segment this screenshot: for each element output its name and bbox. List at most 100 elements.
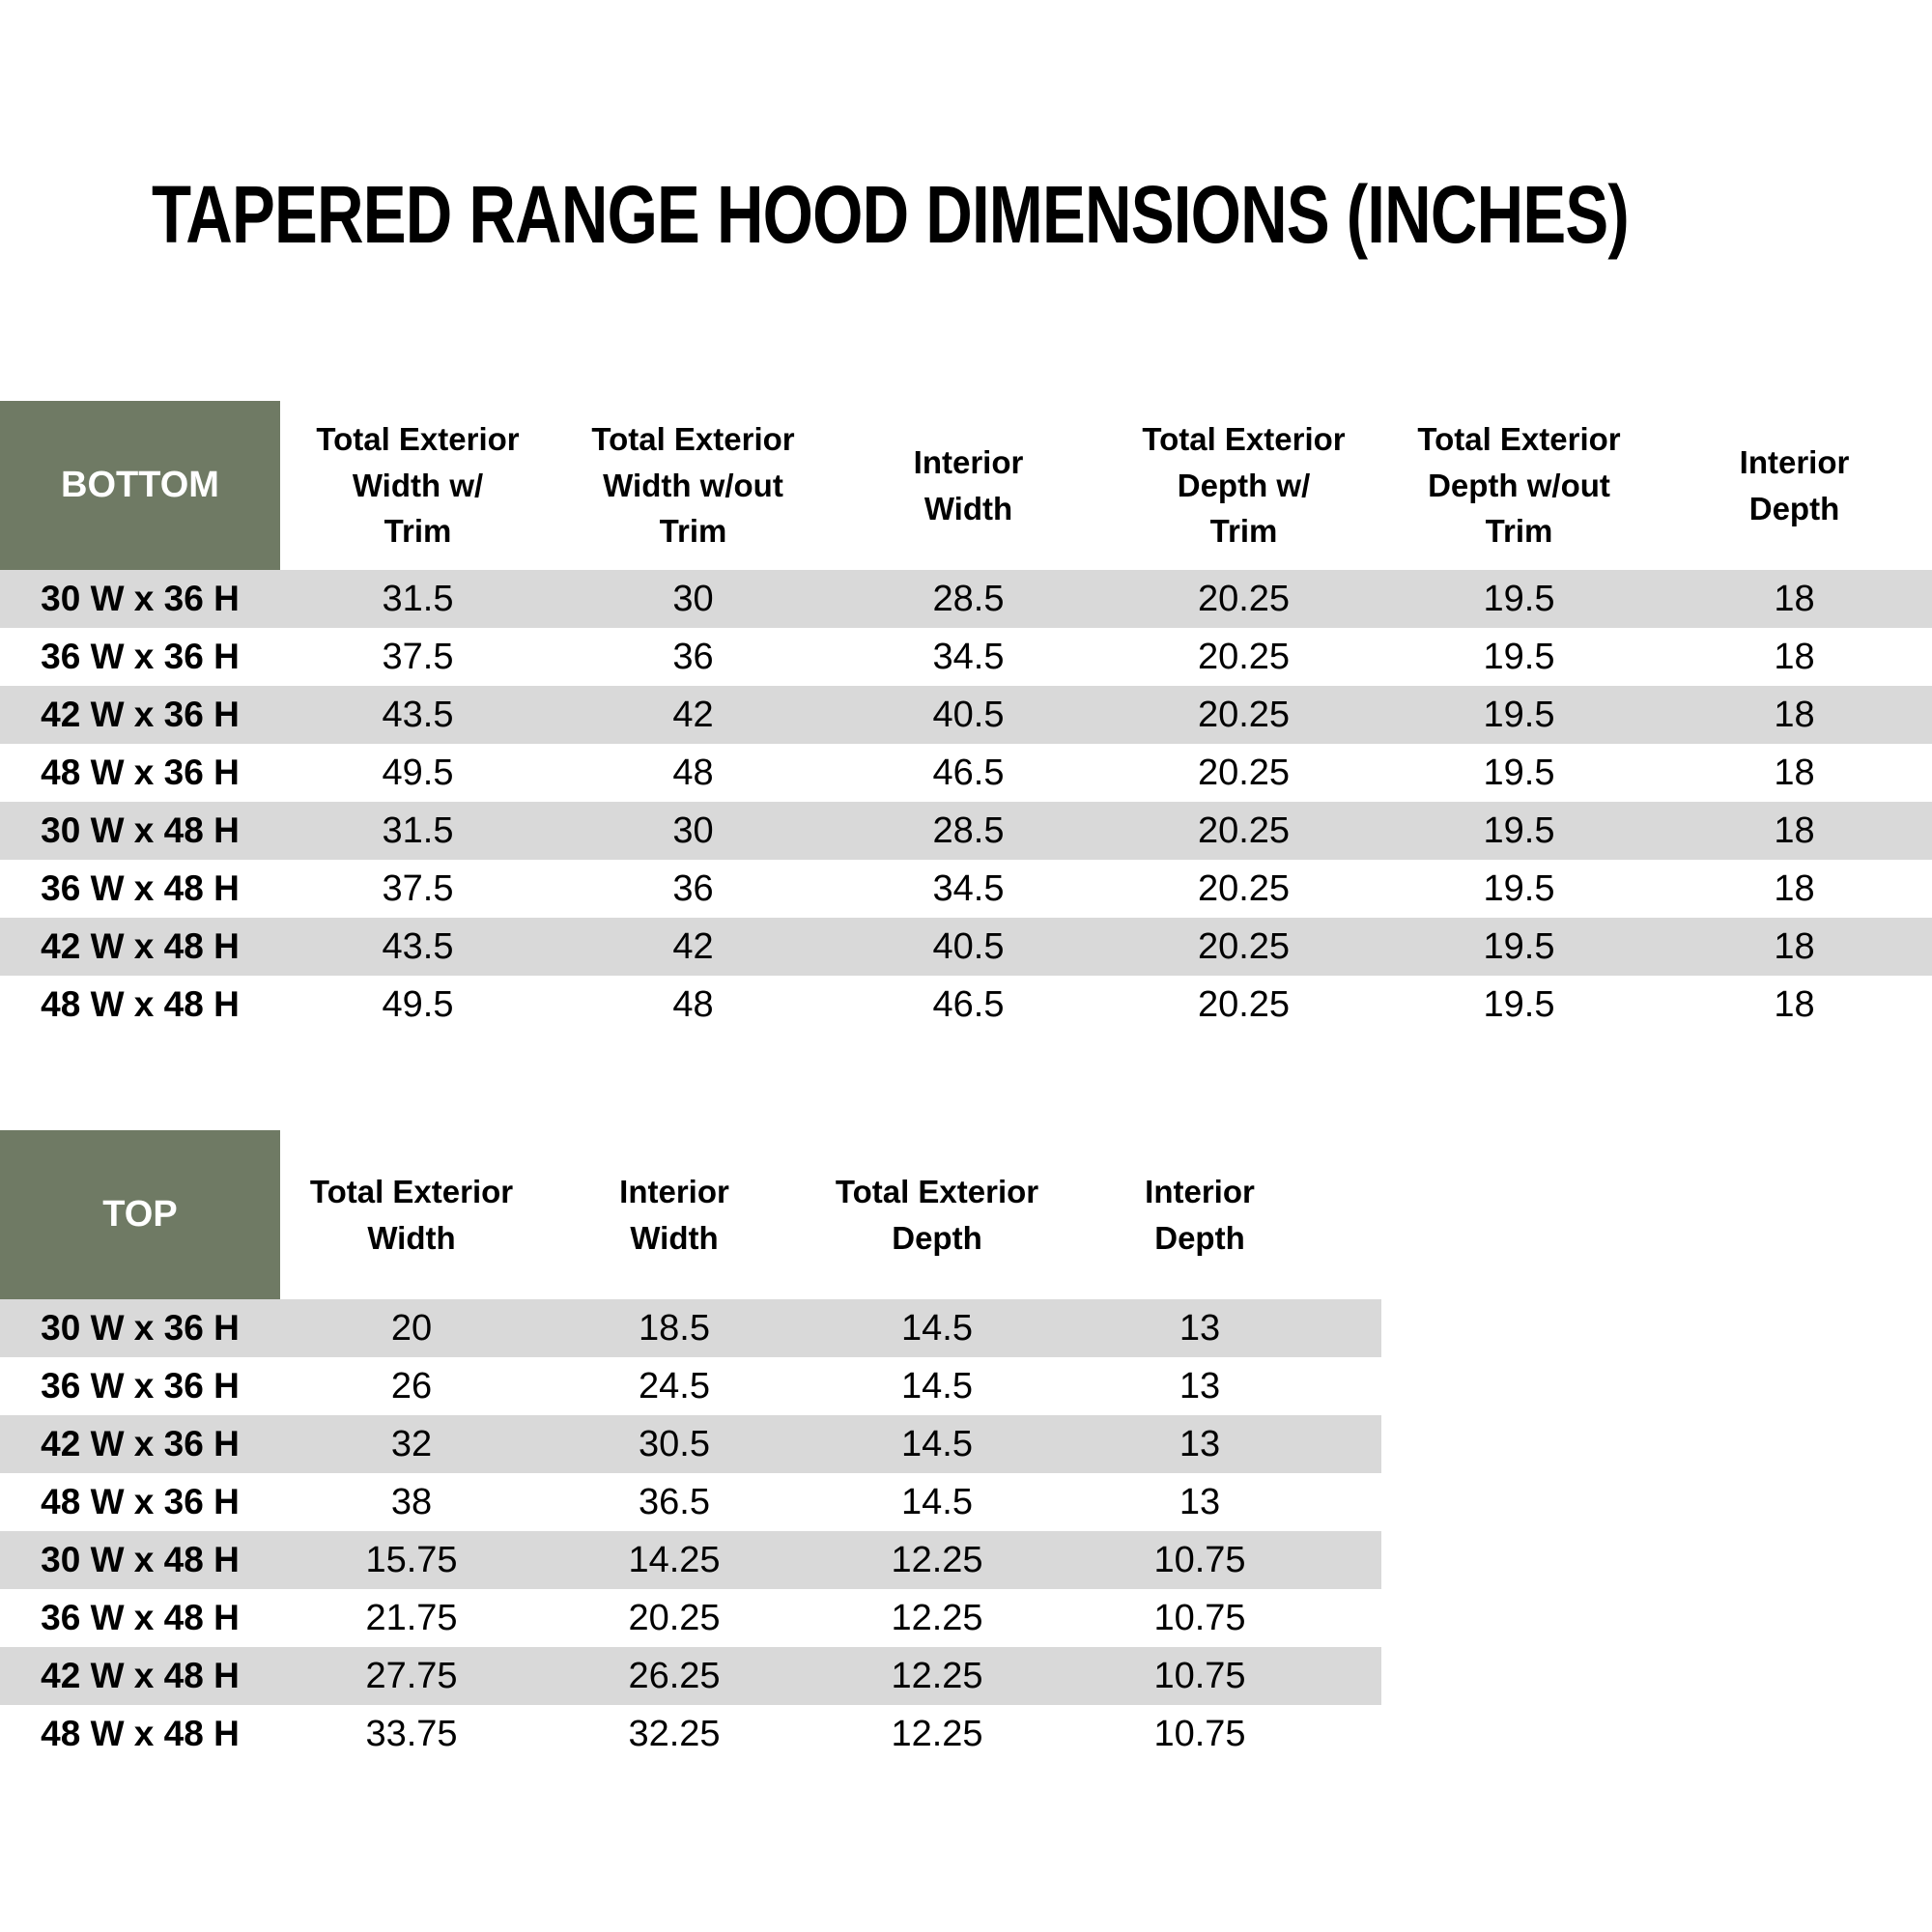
dimension-value-cell: 18.5 — [639, 1307, 710, 1349]
column-header: Total Exterior Depth — [806, 1130, 1068, 1299]
bottom-dimensions-table: BOTTOM Total Exterior Width w/ Trim Tota… — [0, 401, 1932, 1034]
row-size-label: 42 W x 48 H — [41, 1656, 240, 1695]
dimension-value-cell: 14.5 — [901, 1423, 973, 1464]
row-filler — [1331, 1589, 1381, 1647]
dimension-value-cell: 13 — [1179, 1365, 1221, 1406]
dimension-value-cell: 18 — [1774, 925, 1815, 967]
dimension-value-cell: 28.5 — [932, 810, 1005, 851]
dimension-value-cell: 27.75 — [365, 1655, 458, 1696]
top-corner-header: TOP — [0, 1130, 280, 1299]
column-header: Interior Depth — [1657, 401, 1932, 570]
dimension-value-cell: 20.25 — [1197, 694, 1291, 735]
dimension-value-cell: 12.25 — [891, 1539, 983, 1580]
dimension-value-cell: 20.25 — [1197, 867, 1291, 909]
dimension-value-cell: 20.25 — [1197, 752, 1291, 793]
dimension-value-cell: 13 — [1179, 1481, 1221, 1522]
row-filler — [1331, 1299, 1381, 1357]
row-filler — [1331, 1473, 1381, 1531]
dimension-value-cell: 26.25 — [628, 1655, 721, 1696]
dimension-value-cell: 40.5 — [932, 694, 1005, 735]
dimension-value-cell: 32 — [390, 1423, 433, 1464]
dimension-value-cell: 20.25 — [1197, 925, 1291, 967]
dimension-value-cell: 14.25 — [628, 1539, 721, 1580]
table-row: 30 W x 36 H 20 18.5 14.5 13 — [0, 1299, 1381, 1357]
table-row: 36 W x 36 H 26 24.5 14.5 13 — [0, 1357, 1381, 1415]
dimension-value-cell: 14.5 — [901, 1481, 973, 1522]
dimension-value-cell: 20.25 — [628, 1597, 721, 1638]
column-header: Interior Depth — [1068, 1130, 1331, 1299]
table-row: 36 W x 48 H 37.5 36 34.5 20.25 19.5 18 — [0, 860, 1932, 918]
table-row: 30 W x 48 H 15.75 14.25 12.25 10.75 — [0, 1531, 1381, 1589]
dimension-value-cell: 30 — [672, 810, 714, 851]
column-header: Total Exterior Depth w/out Trim — [1381, 401, 1657, 570]
row-size-label: 48 W x 36 H — [41, 1482, 240, 1521]
table-row: 48 W x 48 H 49.5 48 46.5 20.25 19.5 18 — [0, 976, 1932, 1034]
dimension-value-cell: 46.5 — [932, 983, 1005, 1025]
row-size-label: 30 W x 48 H — [41, 1540, 240, 1579]
column-header: Interior Width — [543, 1130, 806, 1299]
table-row: 48 W x 36 H 38 36.5 14.5 13 — [0, 1473, 1381, 1531]
column-header: Total Exterior Width w/out Trim — [555, 401, 831, 570]
column-header: Total Exterior Width w/ Trim — [280, 401, 555, 570]
dimension-value-cell: 34.5 — [932, 636, 1005, 677]
table-row: 42 W x 48 H 27.75 26.25 12.25 10.75 — [0, 1647, 1381, 1705]
table-row: 42 W x 36 H 32 30.5 14.5 13 — [0, 1415, 1381, 1473]
dimension-value-cell: 37.5 — [382, 867, 454, 909]
dimension-value-cell: 18 — [1774, 636, 1815, 677]
dimension-value-cell: 15.75 — [365, 1539, 458, 1580]
table-row: 42 W x 36 H 43.5 42 40.5 20.25 19.5 18 — [0, 686, 1932, 744]
row-size-label: 42 W x 48 H — [41, 926, 240, 966]
column-header: Total Exterior Depth w/ Trim — [1106, 401, 1381, 570]
dimension-value-cell: 20.25 — [1197, 810, 1291, 851]
dimension-value-cell: 42 — [672, 925, 714, 967]
table-row: 30 W x 48 H 31.5 30 28.5 20.25 19.5 18 — [0, 802, 1932, 860]
dimension-value-cell: 36 — [672, 636, 714, 677]
table-row: 36 W x 36 H 37.5 36 34.5 20.25 19.5 18 — [0, 628, 1932, 686]
dimension-value-cell: 21.75 — [365, 1597, 458, 1638]
dimension-value-cell: 20.25 — [1197, 578, 1291, 619]
dimension-value-cell: 12.25 — [891, 1655, 983, 1696]
dimension-value-cell: 32.25 — [628, 1713, 721, 1754]
row-size-label: 48 W x 48 H — [41, 984, 240, 1024]
table-row: 48 W x 36 H 49.5 48 46.5 20.25 19.5 18 — [0, 744, 1932, 802]
dimension-value-cell: 19.5 — [1483, 752, 1555, 793]
row-size-label: 36 W x 48 H — [41, 868, 240, 908]
row-filler — [1331, 1705, 1381, 1763]
dimension-value-cell: 18 — [1774, 752, 1815, 793]
dimension-value-cell: 30.5 — [639, 1423, 710, 1464]
dimension-value-cell: 19.5 — [1483, 983, 1555, 1025]
dimension-value-cell: 34.5 — [932, 867, 1005, 909]
dimension-value-cell: 19.5 — [1483, 810, 1555, 851]
column-header: Interior Width — [831, 401, 1106, 570]
dimension-value-cell: 24.5 — [639, 1365, 710, 1406]
dimension-value-cell: 37.5 — [382, 636, 454, 677]
dimension-value-cell: 19.5 — [1483, 578, 1555, 619]
dimension-value-cell: 18 — [1774, 694, 1815, 735]
dimension-value-cell: 43.5 — [382, 925, 454, 967]
dimension-value-cell: 42 — [672, 694, 714, 735]
table-row: 36 W x 48 H 21.75 20.25 12.25 10.75 — [0, 1589, 1381, 1647]
dimension-value-cell: 14.5 — [901, 1365, 973, 1406]
dimension-value-cell: 33.75 — [365, 1713, 458, 1754]
dimension-value-cell: 36 — [672, 867, 714, 909]
dimension-value-cell: 10.75 — [1153, 1597, 1246, 1638]
row-size-label: 48 W x 36 H — [41, 753, 240, 792]
dimension-value-cell: 26 — [390, 1365, 433, 1406]
dimension-value-cell: 18 — [1774, 578, 1815, 619]
dimension-value-cell: 19.5 — [1483, 694, 1555, 735]
dimension-value-cell: 10.75 — [1153, 1713, 1246, 1754]
row-size-label: 36 W x 36 H — [41, 1366, 240, 1406]
row-size-label: 30 W x 48 H — [41, 810, 240, 850]
bottom-corner-header: BOTTOM — [0, 401, 280, 570]
dimension-value-cell: 43.5 — [382, 694, 454, 735]
row-filler — [1331, 1531, 1381, 1589]
dimension-value-cell: 49.5 — [382, 983, 454, 1025]
top-dimensions-table: TOP Total Exterior Width Interior Width … — [0, 1130, 1381, 1763]
dimension-value-cell: 30 — [672, 578, 714, 619]
row-size-label: 36 W x 36 H — [41, 637, 240, 676]
page-title: TAPERED RANGE HOOD DIMENSIONS (INCHES) — [152, 169, 1630, 261]
row-filler — [1331, 1415, 1381, 1473]
row-size-label: 42 W x 36 H — [41, 695, 240, 734]
dimension-value-cell: 28.5 — [932, 578, 1005, 619]
dimension-value-cell: 19.5 — [1483, 867, 1555, 909]
